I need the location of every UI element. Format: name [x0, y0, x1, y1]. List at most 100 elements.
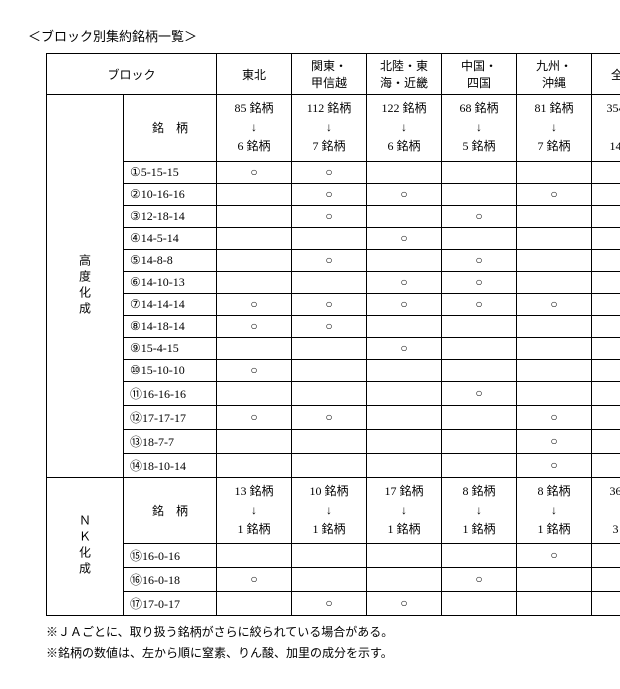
mark-cell — [442, 161, 517, 183]
summary-cell: 13 銘柄↓1 銘柄 — [217, 477, 292, 544]
summary-cell: 10 銘柄↓1 銘柄 — [292, 477, 367, 544]
mark-cell — [517, 205, 592, 227]
mark-cell — [442, 359, 517, 381]
mark-cell: ○ — [517, 293, 592, 315]
table-row: ⑰17-0-17○○○ — [47, 592, 620, 616]
mark-cell: ○ — [292, 205, 367, 227]
header-region: 関東・ 甲信越 — [292, 54, 367, 95]
mark-cell: ○ — [367, 227, 442, 249]
mark-cell: ○ — [592, 429, 620, 453]
mark-cell: ○ — [217, 359, 292, 381]
table-row: ⑬18-7-7 ○○ — [47, 429, 620, 453]
mark-cell — [517, 271, 592, 293]
main-table: ブロック 東北 関東・ 甲信越 北陸・東 海・近畿 中国・ 四国 九州・ 沖縄 … — [46, 53, 620, 616]
row-label: ⑧14-18-14 — [124, 315, 217, 337]
mark-cell: ○ — [592, 183, 620, 205]
mark-cell — [367, 453, 442, 477]
mark-cell: ○ — [367, 293, 442, 315]
mark-cell — [292, 381, 367, 405]
mark-cell — [367, 359, 442, 381]
mark-cell: ○ — [442, 568, 517, 592]
table-row: ⑭18-10-14○○ — [47, 453, 620, 477]
row-label: ⑬18-7-7 — [124, 429, 217, 453]
table-row: ⑪16-16-16○○ — [47, 381, 620, 405]
row-label: ⑥14-10-13 — [124, 271, 217, 293]
row-label: ⑩15-10-10 — [124, 359, 217, 381]
mark-cell — [442, 592, 517, 616]
table-row: ⑯16-0-18○○○ — [47, 568, 620, 592]
mark-cell — [292, 337, 367, 359]
mark-cell: ○ — [592, 337, 620, 359]
mark-cell — [217, 249, 292, 271]
mark-cell — [292, 429, 367, 453]
table-row: ⑦14-14-14○○○○○○ — [47, 293, 620, 315]
mark-cell — [292, 359, 367, 381]
mark-cell — [367, 315, 442, 337]
row-label: ②10-16-16 — [124, 183, 217, 205]
mark-cell — [367, 205, 442, 227]
mark-cell — [517, 592, 592, 616]
mark-cell — [442, 453, 517, 477]
summary-cell: 36 銘柄↓3 銘柄 — [592, 477, 620, 544]
mark-cell: ○ — [592, 544, 620, 568]
mark-cell: ○ — [292, 249, 367, 271]
mark-cell — [442, 227, 517, 249]
section2-summary-row: ＮＫ化成 銘 柄 13 銘柄↓1 銘柄 10 銘柄↓1 銘柄 17 銘柄↓1 銘… — [47, 477, 620, 544]
mark-cell: ○ — [442, 249, 517, 271]
mark-cell — [367, 568, 442, 592]
row-label: ①5-15-15 — [124, 161, 217, 183]
summary-cell: 68 銘柄↓5 銘柄 — [442, 95, 517, 162]
mark-cell — [517, 161, 592, 183]
mark-cell — [517, 359, 592, 381]
summary-cell: 8 銘柄↓1 銘柄 — [517, 477, 592, 544]
section1-summary-row: 高度化成 銘 柄 85 銘柄↓6 銘柄 112 銘柄↓7 銘柄 122 銘柄↓6… — [47, 95, 620, 162]
table-row: ⑫17-17-17○○○○ — [47, 405, 620, 429]
mark-cell — [367, 381, 442, 405]
mark-cell — [217, 337, 292, 359]
mark-cell: ○ — [517, 544, 592, 568]
mark-cell: ○ — [592, 359, 620, 381]
mark-cell: ○ — [217, 161, 292, 183]
mark-cell — [217, 205, 292, 227]
mark-cell — [517, 568, 592, 592]
table-row: ⑨15-4-15 ○ ○ — [47, 337, 620, 359]
mark-cell — [292, 568, 367, 592]
table-row: ⑮16-0-16 ○○ — [47, 544, 620, 568]
mark-cell: ○ — [517, 183, 592, 205]
mark-cell — [217, 381, 292, 405]
table-row: ④14-5-14○○ — [47, 227, 620, 249]
footnotes: ※ＪＡごとに、取り扱う銘柄がさらに絞られている場合がある。 ※銘柄の数値は、左か… — [46, 622, 608, 663]
mark-cell — [517, 337, 592, 359]
mark-cell — [442, 405, 517, 429]
row-label: ⑨15-4-15 — [124, 337, 217, 359]
mark-cell: ○ — [367, 271, 442, 293]
section2-rowheader: 銘 柄 — [124, 477, 217, 544]
table-row: ⑩15-10-10○○ — [47, 359, 620, 381]
section1-vlabel: 高度化成 — [47, 95, 124, 478]
mark-cell: ○ — [442, 205, 517, 227]
row-label: ⑮16-0-16 — [124, 544, 217, 568]
mark-cell — [442, 429, 517, 453]
header-region: 東北 — [217, 54, 292, 95]
table-row: ⑤14-8-8○○○ — [47, 249, 620, 271]
mark-cell: ○ — [592, 293, 620, 315]
mark-cell: ○ — [292, 592, 367, 616]
mark-cell — [367, 249, 442, 271]
mark-cell: ○ — [292, 315, 367, 337]
table-row: ③12-18-14○○○ — [47, 205, 620, 227]
row-label: ⑫17-17-17 — [124, 405, 217, 429]
mark-cell: ○ — [292, 161, 367, 183]
mark-cell: ○ — [292, 183, 367, 205]
mark-cell: ○ — [292, 405, 367, 429]
mark-cell — [367, 429, 442, 453]
mark-cell: ○ — [517, 405, 592, 429]
mark-cell: ○ — [592, 161, 620, 183]
summary-cell: 122 銘柄↓6 銘柄 — [367, 95, 442, 162]
mark-cell: ○ — [217, 568, 292, 592]
mark-cell: ○ — [292, 293, 367, 315]
row-label: ⑰17-0-17 — [124, 592, 217, 616]
mark-cell: ○ — [517, 429, 592, 453]
mark-cell: ○ — [367, 337, 442, 359]
mark-cell: ○ — [592, 592, 620, 616]
header-block: ブロック — [47, 54, 217, 95]
